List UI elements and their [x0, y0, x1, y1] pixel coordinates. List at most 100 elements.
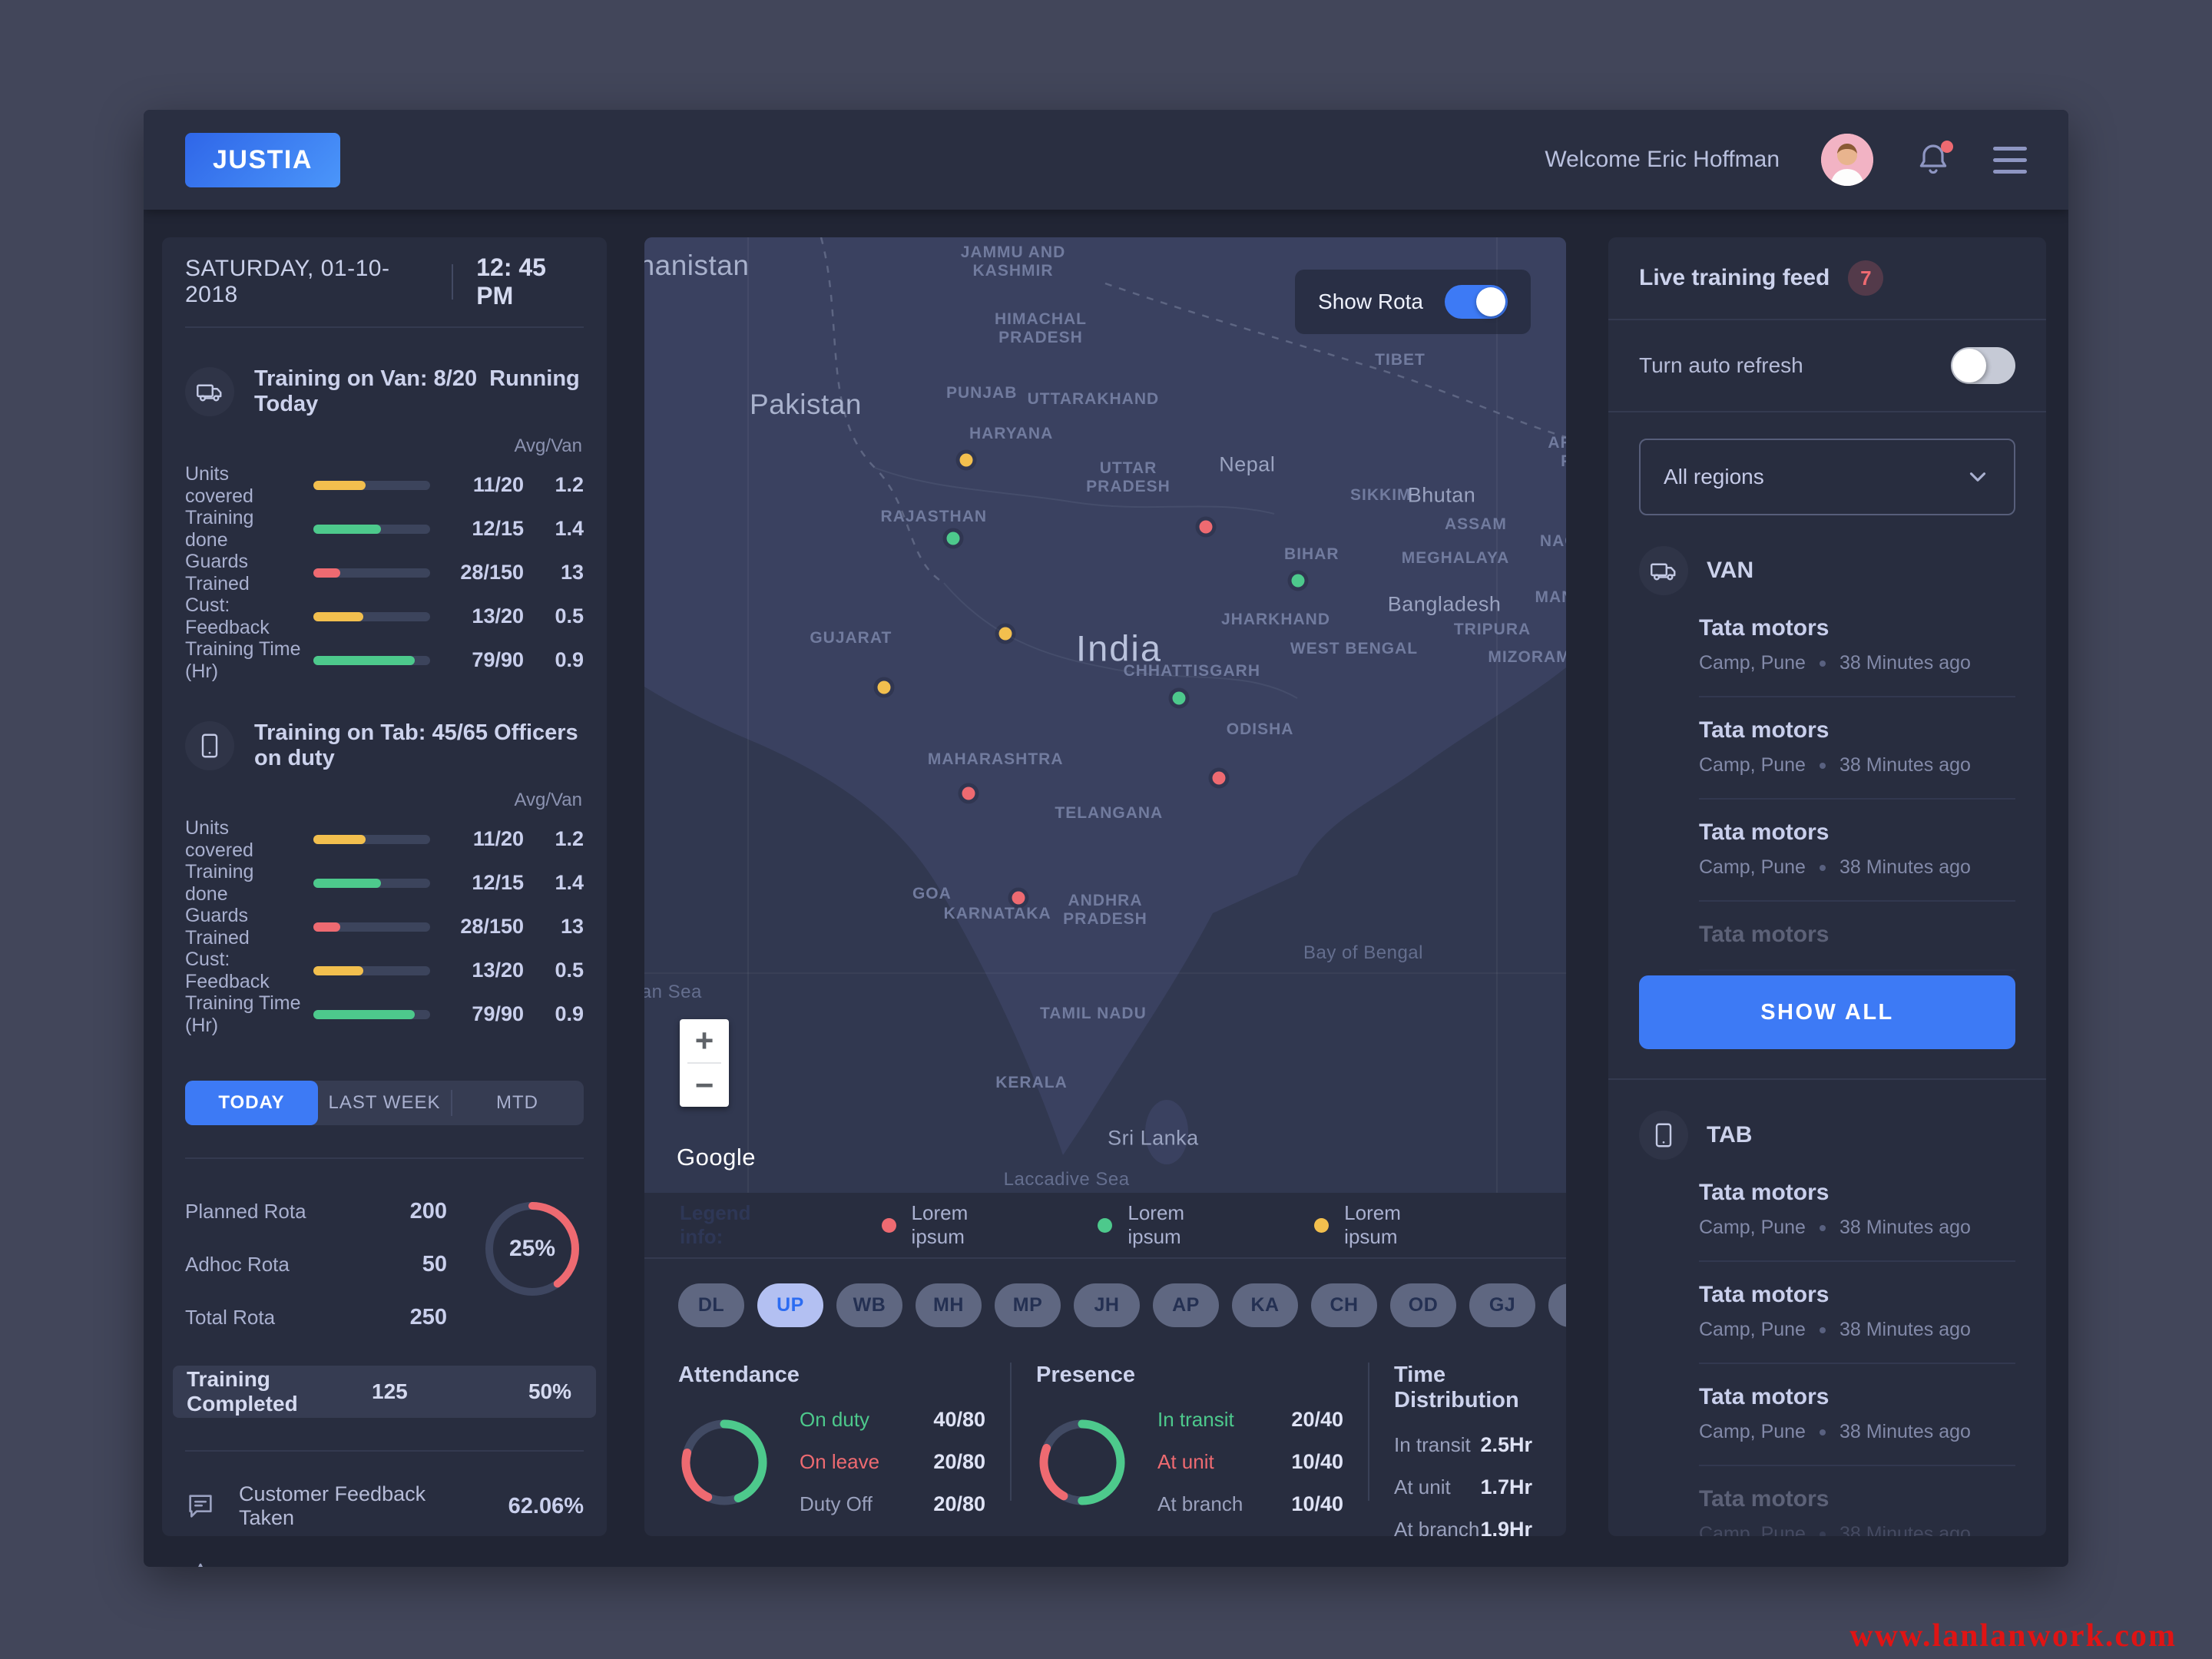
metric-row: Units covered 11/20 1.2 [185, 817, 584, 861]
state-chip[interactable]: NO [1548, 1283, 1566, 1327]
feed-item-name: Tata motors [1699, 1180, 1830, 1205]
summary-stat-row: Customer Rating 4.5 [185, 1561, 584, 1567]
state-chip[interactable]: AP [1153, 1283, 1219, 1327]
map-marker[interactable] [959, 453, 973, 467]
period-tab[interactable]: MTD [451, 1081, 584, 1125]
feed-item[interactable]: Tata motors Camp, Pune 38 Minutes ago [1699, 1262, 2015, 1364]
feed-item[interactable]: Tata motors Camp, Pune 38 Minutes ago [1699, 1466, 2015, 1536]
metric-value: 13/20 [472, 604, 524, 628]
feed-item[interactable]: Tata motors Camp, Pune 38 Minutes ago [1699, 800, 2015, 902]
metric-label: Guards Trained [185, 550, 250, 594]
metric-row: Training done 12/15 1.4 [185, 507, 584, 551]
map-marker[interactable] [998, 627, 1012, 641]
divider [1368, 1363, 1369, 1501]
time-row-label: In transit [1394, 1433, 1471, 1456]
metric-label: Guards Trained [185, 904, 250, 949]
metric-row: Cust: Feedback 13/20 0.5 [185, 949, 584, 992]
india-map[interactable]: Afghanistan JAMMU AND KASHMIR HIMACHAL P… [644, 237, 1566, 1193]
feed-title: Live training feed [1639, 265, 1830, 290]
metric-row: Units covered 11/20 1.2 [185, 463, 584, 507]
training-on-van-section: Training on Van: 8/20 Running Today Avg/… [185, 366, 584, 682]
summary-stats: Customer Feedback Taken 62.06% Customer … [185, 1482, 584, 1567]
map-marker[interactable] [962, 786, 975, 800]
metric-progress-track [313, 834, 430, 844]
feed-item[interactable]: Tata motors Camp, Pune 38 Minutes ago [1699, 1364, 2015, 1466]
divider [687, 1062, 721, 1064]
rota-row: Total Rota 250 [185, 1305, 481, 1330]
state-chip[interactable]: WB [836, 1283, 902, 1327]
feed-item-time: 38 Minutes ago [1839, 754, 1971, 776]
metric-progress-fill [313, 568, 340, 578]
period-tab[interactable]: LAST WEEK [328, 1092, 441, 1113]
map-terrain [644, 237, 1566, 1193]
metric-value: 79/90 [472, 1002, 524, 1025]
welcome-text: Welcome Eric Hoffman [1545, 147, 1780, 172]
presence-row-value: 10/40 [1291, 1492, 1343, 1515]
state-chip[interactable]: UP [757, 1283, 823, 1327]
feed-item-time: 38 Minutes ago [1839, 1421, 1971, 1442]
legend-label: Lorem ipsum [911, 1201, 969, 1248]
tablet-icon [1650, 1121, 1677, 1149]
state-chip[interactable]: KA [1232, 1283, 1298, 1327]
van-icon-circle [1639, 546, 1688, 595]
feed-item-name: Tata motors [1699, 1282, 1830, 1307]
metric-value: 28/150 [460, 915, 524, 938]
presence-group: Presence In transit 20/40 At unit [1036, 1363, 1343, 1516]
region-dropdown-value: All regions [1664, 465, 1764, 488]
feed-item[interactable]: Tata motors Camp, Pune 38 Minutes ago [1699, 595, 2015, 697]
zoom-in-button[interactable]: + [694, 1022, 714, 1058]
time-distribution-group: Time Distribution In transit 2.5Hr At un… [1394, 1363, 1532, 1536]
current-time: 12: 45 PM [476, 253, 546, 310]
auto-refresh-label: Turn auto refresh [1639, 353, 1803, 377]
state-chip[interactable]: MP [995, 1283, 1061, 1327]
metric-avg: 0.5 [555, 604, 584, 628]
state-chip[interactable]: DL [678, 1283, 744, 1327]
region-dropdown[interactable]: All regions [1639, 439, 2015, 515]
auto-refresh-toggle[interactable] [1951, 347, 2015, 384]
menu-button[interactable] [1993, 142, 2027, 178]
metric-avg: 0.9 [555, 1002, 584, 1025]
stat-icon [185, 1491, 216, 1522]
metric-row: Training done 12/15 1.4 [185, 861, 584, 905]
map-marker[interactable] [946, 531, 960, 545]
van-metrics-list: Units covered 11/20 1.2 Training done 1 [185, 463, 584, 682]
feed-item[interactable]: Tata motors Camp, Pune 38 Minutes ago [1699, 697, 2015, 800]
map-marker[interactable] [1291, 574, 1305, 588]
tab-section-title: Training on Tab: 45/65 Officers on duty [254, 720, 584, 770]
metric-progress-fill [313, 922, 340, 932]
map-marker[interactable] [1212, 771, 1226, 785]
show-rota-toggle[interactable] [1445, 285, 1508, 319]
period-tab[interactable]: TODAY [185, 1081, 318, 1125]
show-rota-control: Show Rota [1295, 270, 1531, 334]
attendance-row-label: On leave [800, 1450, 880, 1473]
state-chip[interactable]: GJ [1469, 1283, 1535, 1327]
user-avatar[interactable] [1821, 134, 1873, 186]
presence-row-value: 10/40 [1291, 1450, 1343, 1473]
state-chip[interactable]: OD [1390, 1283, 1456, 1327]
map-marker[interactable] [877, 680, 891, 694]
state-chip[interactable]: CH [1311, 1283, 1377, 1327]
notifications-button[interactable] [1915, 141, 1953, 179]
feed-item-time: 38 Minutes ago [1839, 1319, 1971, 1340]
metric-value: 11/20 [472, 827, 524, 850]
metric-avg: 1.2 [555, 827, 584, 850]
metric-label: Cust: Feedback [185, 948, 270, 992]
stat-icon [185, 1561, 216, 1567]
feed-header: Live training feed 7 [1639, 237, 2015, 319]
state-chip[interactable]: JH [1074, 1283, 1140, 1327]
map-marker[interactable] [1199, 520, 1213, 534]
van-show-all-button[interactable]: SHOW ALL [1639, 975, 2015, 1049]
metric-value: 79/90 [472, 648, 524, 671]
dot-separator [1819, 1326, 1826, 1333]
feed-item-location: Camp, Pune [1699, 1523, 1806, 1536]
feed-item[interactable]: Tata motors Camp, Pune 38 Minutes ago [1699, 1160, 2015, 1262]
state-chip[interactable]: MH [916, 1283, 982, 1327]
map-marker[interactable] [1172, 691, 1186, 705]
justia-logo[interactable]: JUSTIA [185, 132, 340, 187]
map-marker[interactable] [1012, 891, 1025, 905]
feed-item[interactable]: Tata motors Camp, Pune 38 Minutes ago [1699, 902, 2015, 971]
metric-row: Cust: Feedback 13/20 0.5 [185, 594, 584, 638]
zoom-out-button[interactable]: − [694, 1067, 714, 1103]
presence-title: Presence [1036, 1363, 1135, 1387]
feed-item-location: Camp, Pune [1699, 856, 1806, 878]
